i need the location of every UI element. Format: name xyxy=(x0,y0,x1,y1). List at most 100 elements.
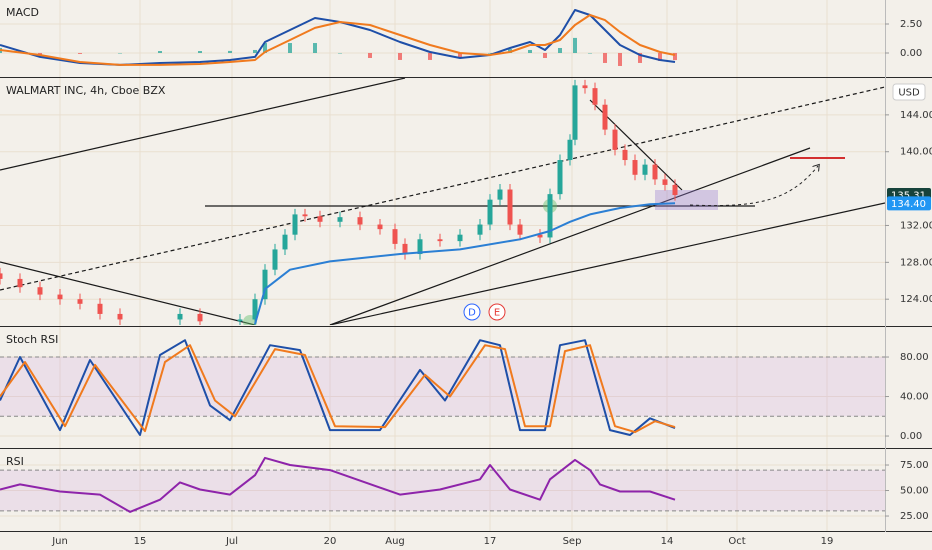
x-tick-label: 15 xyxy=(134,536,147,547)
histogram-bar xyxy=(588,52,592,54)
zone-box xyxy=(655,190,718,210)
series-line xyxy=(0,456,676,513)
y-tick-label: 75.00 xyxy=(900,460,929,471)
event-marker xyxy=(488,303,506,321)
candle-body xyxy=(582,85,588,89)
x-tick-label: Aug xyxy=(385,536,405,547)
candle-body xyxy=(567,139,573,161)
candle-body xyxy=(642,164,648,175)
candle-body xyxy=(652,164,658,180)
candle-body xyxy=(622,149,628,161)
overlay xyxy=(254,202,676,325)
candle-body xyxy=(602,104,608,130)
histogram-bar xyxy=(673,52,677,61)
y-tick-label: 25.00 xyxy=(900,511,929,522)
candles xyxy=(0,79,678,325)
candle-body xyxy=(402,243,408,255)
projection-arrow xyxy=(689,166,818,207)
x-tick-label: Oct xyxy=(728,536,745,547)
histogram-bar xyxy=(38,52,42,55)
histogram-bar xyxy=(118,52,122,54)
event-label: E xyxy=(494,308,500,319)
trend-line xyxy=(329,147,811,325)
histogram-bar xyxy=(458,52,462,58)
price-label: 134.40 xyxy=(891,199,926,210)
histogram-bar xyxy=(338,52,342,54)
histogram-bar xyxy=(488,52,492,54)
currency-box xyxy=(892,83,926,101)
candle-body xyxy=(302,214,308,217)
candle-body xyxy=(262,269,268,300)
channel-line xyxy=(0,86,885,291)
candle-body xyxy=(237,319,243,322)
histogram-bar xyxy=(158,51,162,53)
candle-body xyxy=(392,229,398,244)
histogram-bar xyxy=(368,52,372,58)
candle-body xyxy=(632,160,638,175)
candle-body xyxy=(97,303,103,314)
y-tick-label: 80.00 xyxy=(900,352,929,363)
grid-layer xyxy=(0,0,885,531)
candle-body xyxy=(537,234,543,238)
x-tick-label: 19 xyxy=(821,536,834,547)
panel-title: MACD xyxy=(6,6,39,19)
panel-title: WALMART INC, 4h, Cboe BZX xyxy=(6,84,166,97)
candle-body xyxy=(507,189,513,225)
series-line xyxy=(0,339,676,436)
x-tick-label: Sep xyxy=(563,536,582,547)
x-tick-label: 20 xyxy=(324,536,337,547)
histogram-bar xyxy=(198,51,202,53)
vwap-line xyxy=(254,202,676,325)
candle-body xyxy=(557,160,563,195)
histogram-bar xyxy=(78,52,82,54)
histogram-bar xyxy=(528,49,532,53)
x-tick-label: 17 xyxy=(484,536,497,547)
y-tick-label: 140.00 xyxy=(900,147,932,158)
panel-title: RSI xyxy=(6,455,24,468)
candle-body xyxy=(252,299,258,320)
y-tick-label: 132.00 xyxy=(900,220,932,231)
series-line xyxy=(0,344,676,434)
y-tick-label: 40.00 xyxy=(900,392,929,403)
histogram-bar xyxy=(658,52,662,61)
candle-body xyxy=(377,224,383,230)
y-tick-label: 128.00 xyxy=(900,257,932,268)
candle-body xyxy=(457,234,463,242)
y-tick-label: 2.50 xyxy=(900,19,922,30)
histogram-bar xyxy=(428,52,432,60)
series-line xyxy=(0,9,676,66)
candle-body xyxy=(197,313,203,322)
candle-body xyxy=(417,239,423,255)
histogram-bar xyxy=(253,49,257,53)
histogram-bar xyxy=(228,50,232,53)
y-tick-label: 124.00 xyxy=(900,294,932,305)
text-layer: Jun 15 Jul 20 Aug 17 Sep 14 Oct 19 2.50 0.00 MACD 144… xyxy=(6,6,932,547)
candle-body xyxy=(272,249,278,270)
panel-title: Stoch RSI xyxy=(6,333,58,346)
candle-body xyxy=(17,278,23,288)
candle-body xyxy=(612,129,618,150)
histogram-bar xyxy=(288,43,292,53)
candle-body xyxy=(672,184,678,196)
histogram-bar xyxy=(558,48,562,53)
candle-body xyxy=(547,194,553,238)
histogram-bar xyxy=(543,52,547,58)
mark-layer xyxy=(0,9,678,513)
histogram-bar xyxy=(603,52,607,63)
histogram-bar xyxy=(573,37,577,53)
trend-line xyxy=(0,261,256,325)
y-tick-label: 50.00 xyxy=(900,486,929,497)
x-tick-label: Jul xyxy=(225,536,238,547)
y-tick-label: 0.00 xyxy=(900,431,922,442)
band-fill xyxy=(0,357,885,417)
candle-body xyxy=(487,199,493,225)
candle-body xyxy=(662,179,668,185)
candle-body xyxy=(477,224,483,235)
x-tick-label: Jun xyxy=(51,536,68,547)
series-line xyxy=(0,14,676,66)
drawings xyxy=(0,78,885,325)
candle-body xyxy=(77,299,83,304)
trend-line xyxy=(329,202,885,325)
histogram-bar xyxy=(313,43,317,53)
